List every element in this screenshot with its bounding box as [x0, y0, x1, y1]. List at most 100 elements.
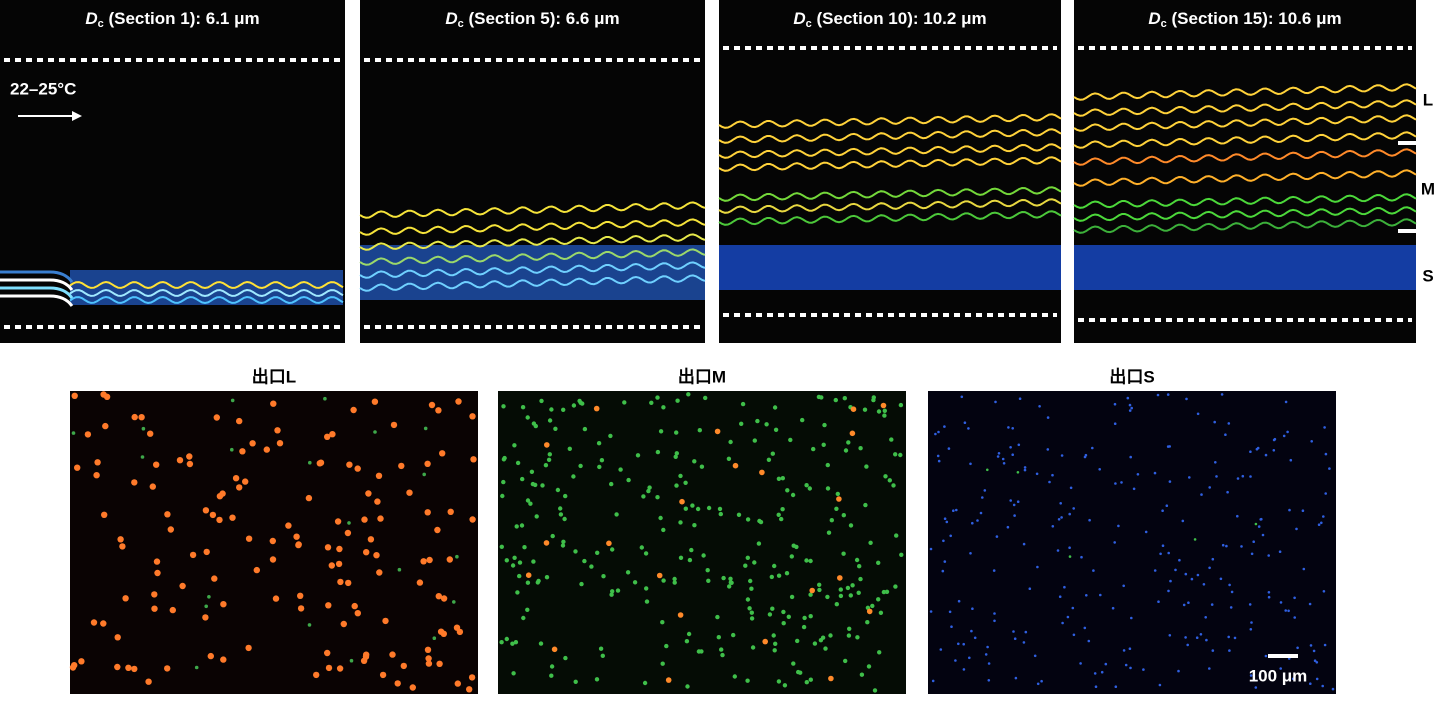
cell — [101, 511, 108, 518]
inlet-stream — [0, 294, 74, 307]
cell — [207, 595, 211, 599]
cell — [969, 552, 972, 555]
cell — [232, 475, 240, 482]
cell — [153, 461, 160, 468]
micrograph — [719, 0, 1061, 343]
cell — [1036, 682, 1040, 686]
cell — [644, 586, 649, 591]
cell — [520, 476, 525, 482]
cell — [426, 556, 433, 564]
cell — [354, 465, 361, 472]
cell — [776, 573, 782, 578]
cell — [1196, 573, 1200, 577]
cell — [779, 516, 784, 522]
cell — [1204, 616, 1207, 619]
cell — [639, 545, 644, 550]
cell — [697, 428, 702, 433]
cell — [646, 488, 651, 494]
cell — [706, 578, 711, 583]
cell — [848, 523, 854, 528]
cell — [1046, 448, 1050, 451]
cell — [394, 680, 401, 687]
cell — [424, 460, 431, 467]
cell — [1056, 549, 1060, 552]
cell — [376, 569, 383, 576]
cell — [211, 575, 218, 582]
cell — [510, 563, 516, 568]
cell — [437, 628, 445, 635]
cell — [515, 590, 520, 595]
cell — [1282, 434, 1286, 438]
cell — [625, 570, 631, 575]
cell — [950, 625, 953, 628]
cell — [757, 518, 762, 524]
cell — [499, 640, 504, 645]
cell — [745, 517, 751, 522]
cell — [847, 626, 852, 631]
cell — [1286, 430, 1289, 434]
cell — [1094, 685, 1098, 688]
cell — [1249, 475, 1252, 478]
subscript: c — [458, 18, 464, 30]
cell — [1166, 393, 1170, 396]
wavy-stream — [1073, 169, 1417, 187]
cell — [528, 501, 533, 506]
cell — [780, 507, 785, 512]
cell — [453, 624, 461, 631]
cell — [1322, 590, 1326, 593]
cell — [512, 555, 517, 560]
cell — [553, 426, 558, 431]
cell — [1017, 443, 1021, 447]
cell — [1068, 555, 1072, 558]
cell — [1007, 426, 1010, 429]
cell — [692, 459, 697, 464]
cell — [838, 587, 843, 592]
cell — [519, 523, 525, 528]
cell — [337, 578, 344, 586]
cell — [324, 649, 331, 657]
cell — [1202, 583, 1206, 586]
cell — [416, 579, 424, 586]
cell — [898, 402, 904, 408]
outlet-tag: S — [1422, 266, 1433, 285]
cell — [828, 675, 834, 682]
cell — [220, 601, 227, 608]
cell — [1009, 446, 1012, 449]
symbol: D — [793, 9, 805, 28]
cell — [1104, 662, 1108, 666]
cell — [1156, 393, 1160, 397]
cell — [1254, 522, 1258, 526]
cell — [825, 486, 831, 491]
symbol: D — [445, 9, 457, 28]
cell — [891, 483, 896, 488]
cell — [1128, 409, 1132, 412]
cell — [728, 439, 733, 445]
cell — [821, 442, 826, 447]
cell — [749, 610, 754, 615]
cell — [1199, 633, 1203, 636]
cell — [236, 417, 243, 425]
cell — [784, 571, 790, 576]
wavy-stream — [69, 295, 344, 305]
cell — [655, 495, 660, 500]
cell — [756, 541, 762, 546]
cell — [363, 549, 370, 556]
cell — [1114, 482, 1117, 485]
cell — [117, 536, 124, 543]
cell — [1072, 633, 1076, 637]
cell — [324, 544, 332, 551]
wavy-stream — [718, 156, 1062, 172]
cell — [649, 400, 654, 405]
cell — [425, 655, 432, 662]
cell — [812, 641, 818, 646]
cell — [138, 414, 145, 421]
cell — [253, 566, 260, 574]
cell — [1168, 480, 1172, 483]
cell — [850, 583, 855, 588]
wavy-stream — [359, 274, 706, 292]
cell — [560, 543, 566, 548]
cell — [941, 569, 945, 573]
cell — [859, 672, 865, 677]
outlet-title: 出口M — [678, 366, 726, 386]
cell — [84, 431, 92, 438]
